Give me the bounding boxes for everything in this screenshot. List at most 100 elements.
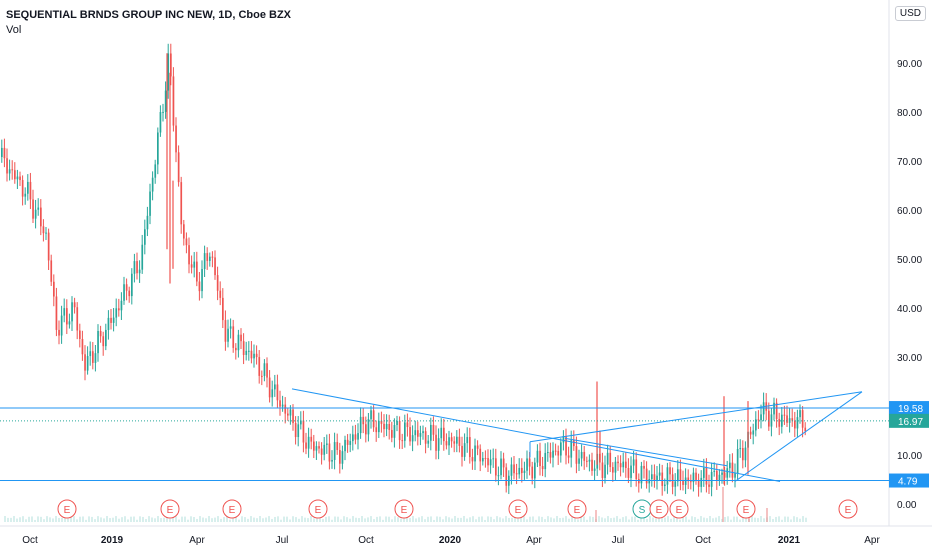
candle [396,420,398,426]
candle [133,261,136,274]
event-marker-icon [160,499,180,519]
volume-bar [49,517,51,522]
candle [721,472,723,475]
candle [383,423,385,430]
volume-bar [775,516,777,522]
last-price-label-box [889,413,929,428]
volume-bar [106,516,108,522]
volume-bar [244,517,246,522]
candle [380,420,383,424]
candle [586,460,588,462]
event-marker-icon [736,499,756,519]
volume-bar [439,516,441,522]
volume-bar [73,516,75,522]
candle [565,436,567,456]
candle [115,308,118,318]
candle [653,474,656,481]
candle [149,191,151,216]
candle [703,467,705,478]
candle [760,414,762,421]
volume-bar [667,516,669,522]
candle [742,448,744,461]
candle [549,452,552,458]
candle [6,158,8,174]
candle [164,90,167,112]
candle [367,419,370,435]
candle [726,468,729,478]
candle [359,416,362,434]
volume-bar [67,518,69,522]
candle [305,442,307,449]
x-tick-label: Apr [189,535,205,546]
volume-bar [235,516,237,522]
volume-bar [442,519,444,522]
volume-bar [559,518,561,522]
volume-bar [697,518,699,522]
candle [333,442,336,460]
y-tick-label: 80.00 [897,108,922,119]
candle [645,468,648,484]
volume-bar [328,516,330,522]
volume-bar [691,516,693,522]
currency-button[interactable]: USD [894,6,926,21]
volume-bar [451,518,453,522]
volume-bar [586,519,588,522]
volume-bar [739,519,741,522]
volume-bar [361,516,363,522]
volume-bar [724,517,726,522]
volume-bar [493,519,495,522]
volume-bar [16,518,18,522]
x-tick-label: Apr [526,535,542,546]
volume-bar [217,516,219,522]
volume-bar [547,516,549,522]
volume-bar [322,519,324,522]
event-marker-label: E [64,505,71,516]
candle [692,472,695,483]
candle [424,431,427,444]
candle [409,427,411,442]
volume-bar [769,516,771,522]
candle [120,300,123,311]
candle [3,147,6,159]
event-marker-label: E [656,505,663,516]
volume-bar [31,516,33,522]
volume-bar [337,516,339,522]
volume-bar [682,516,684,522]
candle [253,353,255,359]
volume-bar [643,516,645,522]
candle [341,451,344,464]
candle [245,350,248,355]
volume-bar [247,518,249,522]
candle [638,478,640,484]
volume-bar [181,516,183,522]
candle [427,440,430,444]
candle [640,465,643,484]
x-tick-label: 2019 [101,535,124,546]
volume-bar [781,519,783,522]
candle [79,330,81,339]
volume-bar [709,516,711,522]
candle [105,329,107,347]
candle [796,417,799,429]
volume-bar [79,516,81,522]
volume-bar [802,516,804,522]
candle [94,353,97,363]
volume-bar [304,517,306,522]
volume-bar [91,516,93,522]
volume-bar [649,516,651,522]
candle [206,253,209,261]
volume-bar [208,516,210,522]
volume-bar [226,516,228,522]
candle [658,472,661,476]
volume-bar [238,519,240,522]
volume-bar [373,519,375,522]
volume-bar [421,516,423,522]
volume-bar [712,518,714,522]
candle [357,433,359,440]
volume-bar [760,516,762,522]
volume-bar [406,517,408,522]
candle [482,458,484,462]
volume-bar [409,517,411,522]
volume-bar [43,519,45,522]
